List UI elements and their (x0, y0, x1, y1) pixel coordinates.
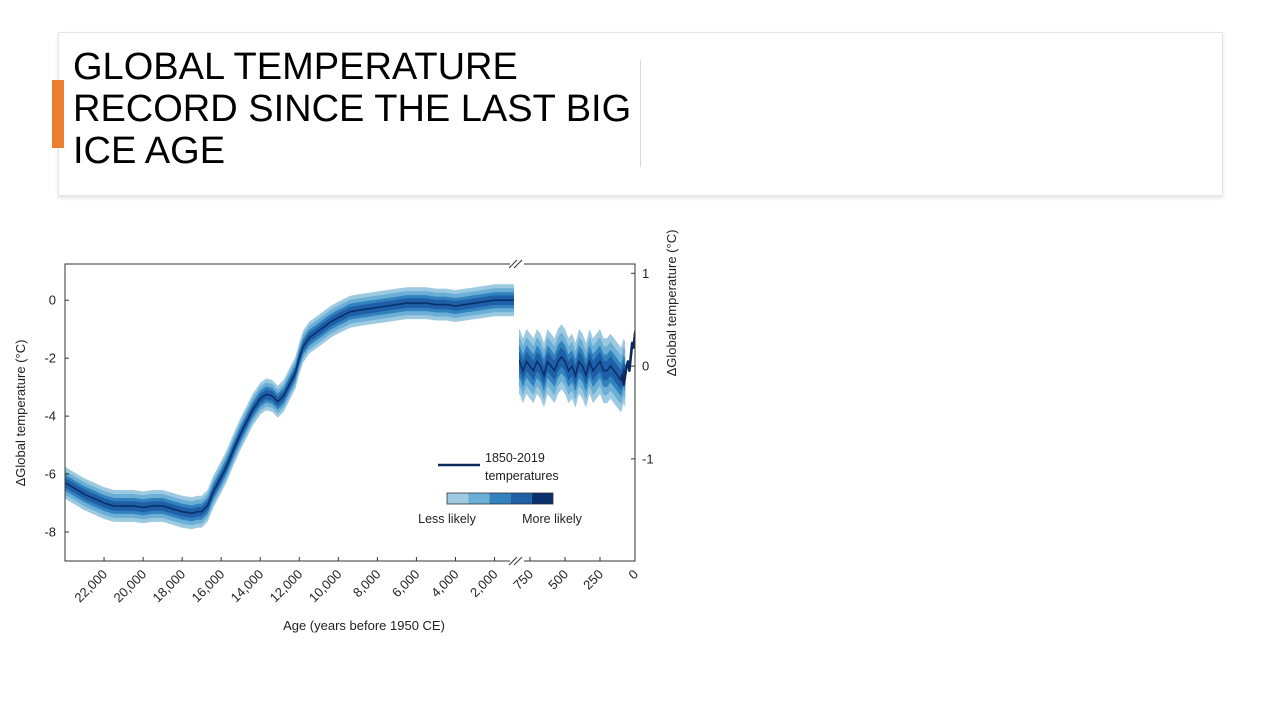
x-tick-label-paleo-2: 18,000 (150, 567, 189, 606)
x-tick-label-paleo-4: 14,000 (228, 567, 267, 606)
x-tick-label-recent-0: 750 (510, 567, 536, 593)
slide-title-line-3: ICE AGE (73, 130, 226, 172)
legend: 1850-2019 temperatures Less likely More … (418, 451, 582, 526)
x-tick-label-paleo-7: 8,000 (350, 567, 384, 601)
x-tick-label-paleo-6: 10,000 (306, 567, 345, 606)
y-tick-label-left-4: -8 (44, 525, 56, 540)
median-reconstruction (65, 299, 514, 515)
legend-line-label-1: 1850-2019 (485, 451, 545, 465)
y-axis-label-left: ΔGlobal temperature (°C) (13, 340, 28, 487)
x-tick-label-recent-1: 500 (545, 567, 571, 593)
break-slash-a-0 (508, 259, 518, 269)
uncertainty-bands (65, 284, 626, 530)
break-slash-b-1 (513, 556, 523, 566)
temperature-chart: 22,000 20,000 18,000 16,000 14,000 12,000 10,0… (13, 230, 679, 633)
line-instrumental-temperatures (619, 327, 635, 386)
x-tick-label-paleo-9: 4,000 (428, 567, 462, 601)
x-axis-label: Age (years before 1950 CE) (283, 618, 445, 633)
slide-title-line-2: RECORD SINCE THE LAST BIG (73, 88, 632, 130)
title-accent-bar (52, 80, 64, 148)
break-mask-1 (510, 557, 524, 565)
plot-frame (64, 263, 636, 562)
legend-less-likely: Less likely (418, 512, 476, 526)
y-tick-label-left-0: 0 (49, 293, 56, 308)
axis-break-marks (508, 259, 524, 566)
title-divider (640, 60, 641, 167)
y-tick-label-right-0: 1 (642, 266, 649, 281)
legend-likelihood-scale (446, 492, 554, 505)
break-mask-0 (510, 260, 524, 268)
x-tick-label-paleo-1: 20,000 (110, 567, 149, 606)
y-axis-label-right-text: ΔGlobal temperature (°C) (664, 230, 679, 376)
y-tick-label-left-1: -2 (44, 351, 56, 366)
band-reconstruction-3 (65, 292, 514, 522)
axis-break-gap (514, 265, 519, 560)
band-reconstruction-1 (65, 284, 514, 530)
y-tick-label-left-3: -6 (44, 467, 56, 482)
x-tick-label-recent-3: 0 (625, 567, 641, 583)
band-reconstruction-4 (65, 295, 514, 518)
legend-more-likely: More likely (522, 512, 582, 526)
x-tick-label-paleo-10: 2,000 (467, 567, 501, 601)
slide-title: GLOBAL TEMPERATURE RECORD SINCE THE LAST… (73, 46, 633, 172)
legend-scale-swatch-4 (510, 493, 532, 504)
x-tick-label-recent-2: 250 (580, 567, 606, 593)
slide-title-line-1: GLOBAL TEMPERATURE (73, 46, 518, 88)
series-lines (65, 265, 635, 560)
legend-line-label-2: temperatures (485, 469, 559, 483)
y-tick-label-right-1: 0 (642, 359, 649, 374)
legend-scale-swatch-5 (531, 493, 553, 504)
y-tick-label-left-2: -4 (44, 409, 56, 424)
y-axis-label-right: ΔGlobal temperature (°C) (664, 230, 679, 376)
y-axis-label-left-text: ΔGlobal temperature (°C) (13, 340, 28, 487)
legend-scale-frame (446, 492, 554, 505)
break-slash-b-0 (513, 259, 523, 269)
break-slash-a-1 (508, 556, 518, 566)
band-reconstruction-2 (65, 288, 514, 526)
median-recent-reconstruction (515, 355, 626, 382)
legend-scale-swatch-2 (468, 493, 490, 504)
legend-scale-swatch-3 (489, 493, 511, 504)
legend-scale-swatch-1 (447, 493, 469, 504)
x-tick-label-paleo-3: 16,000 (189, 567, 228, 606)
x-tick-label-paleo-0: 22,000 (71, 567, 110, 606)
y-tick-label-right-2: -1 (642, 451, 654, 466)
x-tick-label-paleo-8: 6,000 (389, 567, 423, 601)
x-tick-label-paleo-5: 12,000 (267, 567, 306, 606)
